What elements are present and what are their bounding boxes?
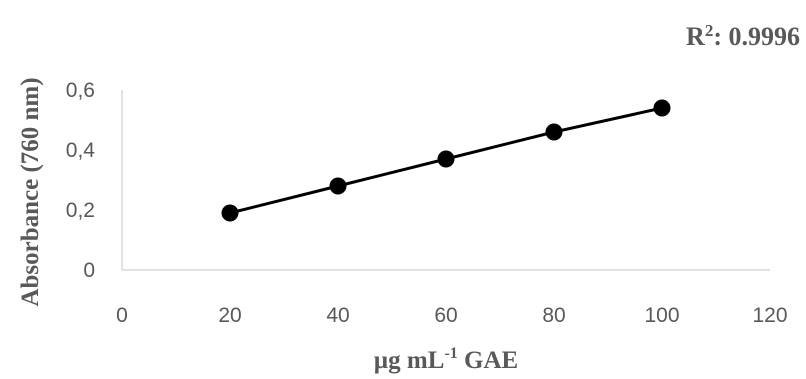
x-tick-label: 20 [218,304,241,327]
x-axis-title: µg mL-1 GAE [374,345,518,374]
y-tick-label: 0 [83,259,95,282]
y-tick-label: 0,4 [66,139,96,162]
data-point [437,150,455,168]
x-tick-label: 40 [326,304,349,327]
x-tick-label: 100 [644,304,679,327]
x-tick-label: 80 [542,304,565,327]
data-points [221,99,671,222]
data-point [221,204,239,222]
data-point [653,99,671,117]
r-squared-annotation: R2: 0.9996 [686,21,800,51]
y-axis-title: Absorbance (760 nm) [17,77,44,306]
data-point [329,177,347,195]
data-point [545,123,563,141]
y-tick-labels: 0 0,2 0,4 0,6 [66,79,96,282]
x-tick-label: 0 [116,304,128,327]
x-tick-label: 60 [434,304,457,327]
x-tick-label: 120 [752,304,787,327]
x-tick-labels: 0 20 40 60 80 100 120 [116,304,787,327]
y-tick-label: 0,2 [66,199,95,222]
y-tick-label: 0,6 [66,79,95,102]
